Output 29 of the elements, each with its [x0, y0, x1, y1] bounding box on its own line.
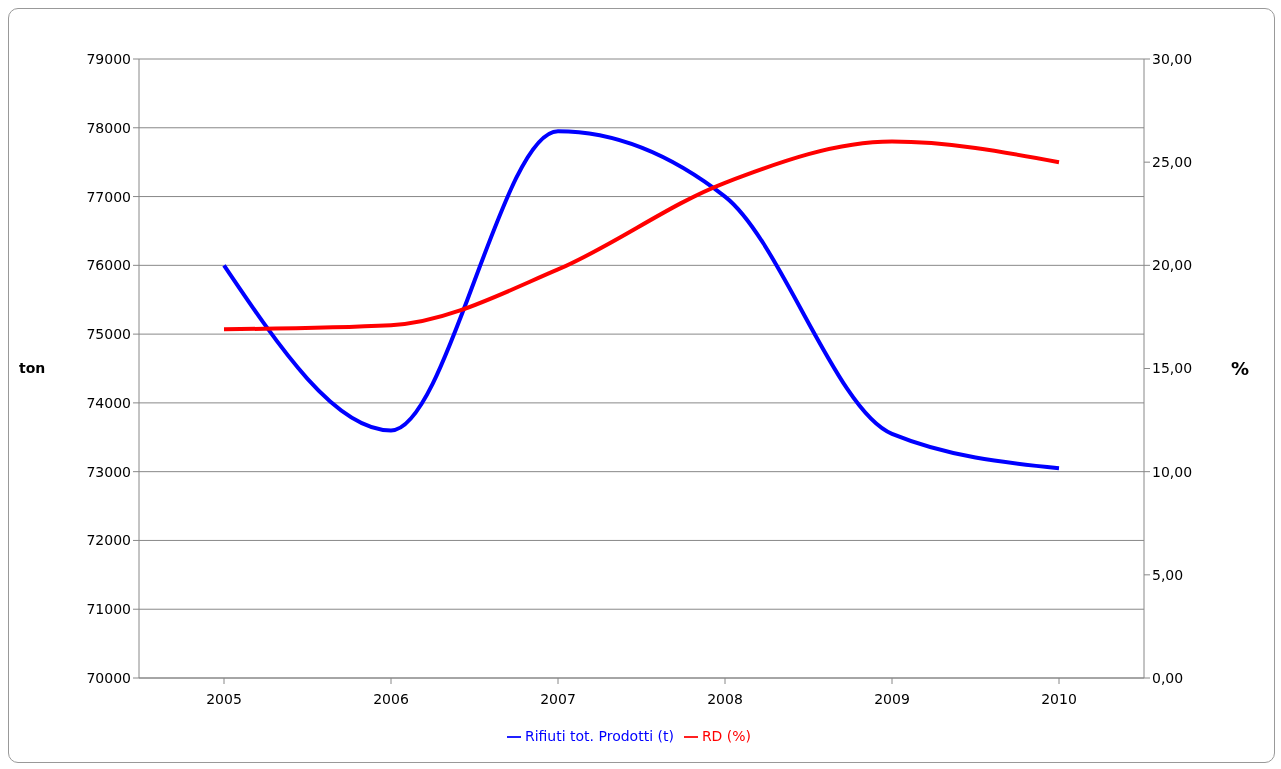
y2-tick-label: 0,00	[1152, 669, 1184, 686]
y-tick-label: 72000	[86, 532, 131, 549]
y-axis-title: ton	[19, 360, 46, 377]
x-tick-label: 2007	[540, 690, 576, 707]
y2-tick-label: 10,00	[1152, 463, 1193, 480]
y2-tick-label: 20,00	[1152, 257, 1193, 274]
y-tick-label: 77000	[86, 188, 131, 205]
y2-tick-label: 25,00	[1152, 154, 1193, 171]
y2-tick-label: 30,00	[1152, 50, 1193, 67]
x-tick-label: 2009	[874, 690, 910, 707]
y-tick-label: 79000	[86, 50, 131, 67]
y-tick-label: 71000	[86, 601, 131, 618]
y-tick-label: 74000	[86, 394, 131, 411]
line-series	[222, 129, 1061, 471]
y2-tick-label: 15,00	[1152, 360, 1193, 377]
x-tick-label: 2006	[373, 690, 409, 707]
legend-label: Rifiuti tot. Prodotti (t)	[524, 728, 674, 744]
y-tick-label: 75000	[86, 326, 131, 343]
y-tick-label: 70000	[86, 669, 131, 686]
legend-label: RD (%)	[701, 728, 752, 744]
x-tick-label: 2010	[1041, 690, 1077, 707]
y-tick-label: 73000	[86, 463, 131, 480]
x-tick-label: 2005	[206, 690, 242, 707]
y-tick-label: 78000	[86, 119, 131, 136]
y2-tick-label: 5,00	[1152, 566, 1184, 583]
y2-axis-title: %	[1230, 357, 1249, 379]
y-tick-label: 76000	[86, 257, 131, 274]
x-tick-label: 2008	[707, 690, 743, 707]
line-series	[222, 139, 1061, 332]
